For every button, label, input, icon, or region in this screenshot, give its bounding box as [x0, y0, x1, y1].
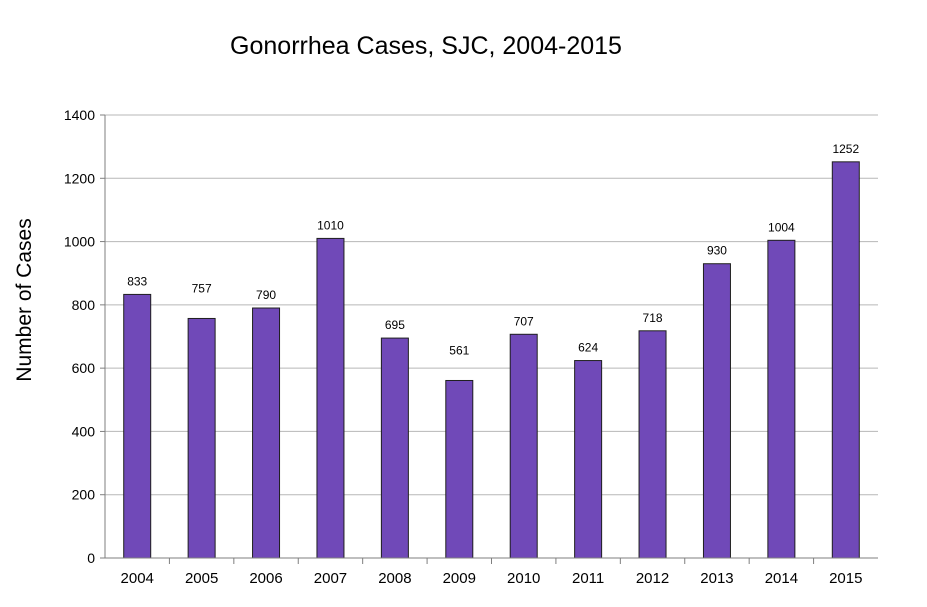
data-label-2014: 1004	[768, 220, 795, 234]
y-tick-label-1200: 1200	[64, 170, 95, 186]
data-label-2006: 790	[256, 288, 276, 302]
x-tick-label-2005: 2005	[185, 570, 218, 587]
x-tick-label-2011: 2011	[572, 570, 604, 587]
x-tick-label-2008: 2008	[378, 570, 411, 587]
y-tick-label-0: 0	[87, 550, 95, 566]
x-tick-label-2004: 2004	[121, 570, 154, 587]
data-label-2011: 624	[578, 341, 598, 355]
bar-2008	[380, 337, 409, 559]
bar-2009	[445, 379, 474, 559]
x-tick-label-2009: 2009	[443, 570, 476, 587]
data-label-2007: 1010	[317, 218, 344, 232]
y-tick-label-600: 600	[72, 360, 96, 376]
x-tick-label-2013: 2013	[700, 570, 733, 587]
bar-2005	[187, 317, 216, 559]
data-label-2009: 561	[449, 343, 469, 357]
bar-2012	[638, 330, 667, 559]
bar-2007	[316, 237, 345, 559]
chart-title: Gonorrhea Cases, SJC, 2004-2015	[230, 32, 622, 60]
bar-2013	[702, 263, 731, 559]
data-label-2008: 695	[385, 318, 405, 332]
data-label-2010: 707	[514, 314, 534, 328]
data-label-2013: 930	[707, 244, 727, 258]
bar-2011	[574, 360, 603, 559]
x-tick-label-2010: 2010	[507, 570, 540, 587]
data-label-2005: 757	[192, 281, 212, 295]
bar-2006	[252, 307, 281, 559]
bar-2004	[123, 293, 152, 559]
bar-2014	[767, 239, 796, 559]
data-label-2012: 718	[643, 311, 663, 325]
data-label-2004: 833	[127, 274, 147, 288]
y-tick-label-1000: 1000	[64, 234, 95, 250]
bar-2010	[509, 333, 538, 559]
labels: 0 200 400 600 800 1000 1200 1400 2004 833 2005 757 2…	[64, 107, 863, 587]
x-tick-label-2015: 2015	[829, 570, 862, 587]
bar-2015	[831, 161, 860, 559]
x-tick-label-2014: 2014	[765, 570, 798, 587]
x-tick-label-2006: 2006	[249, 570, 282, 587]
y-tick-label-200: 200	[72, 487, 96, 503]
y-axis-label: Number of Cases	[13, 218, 36, 381]
y-tick-label-800: 800	[72, 297, 96, 313]
x-tick-label-2012: 2012	[636, 570, 669, 587]
axes	[100, 114, 878, 564]
x-tick-label-2007: 2007	[314, 570, 347, 587]
data-label-2015: 1252	[832, 142, 859, 156]
gridlines	[105, 114, 878, 496]
y-tick-label-1400: 1400	[64, 107, 95, 123]
y-tick-label-400: 400	[72, 423, 96, 439]
